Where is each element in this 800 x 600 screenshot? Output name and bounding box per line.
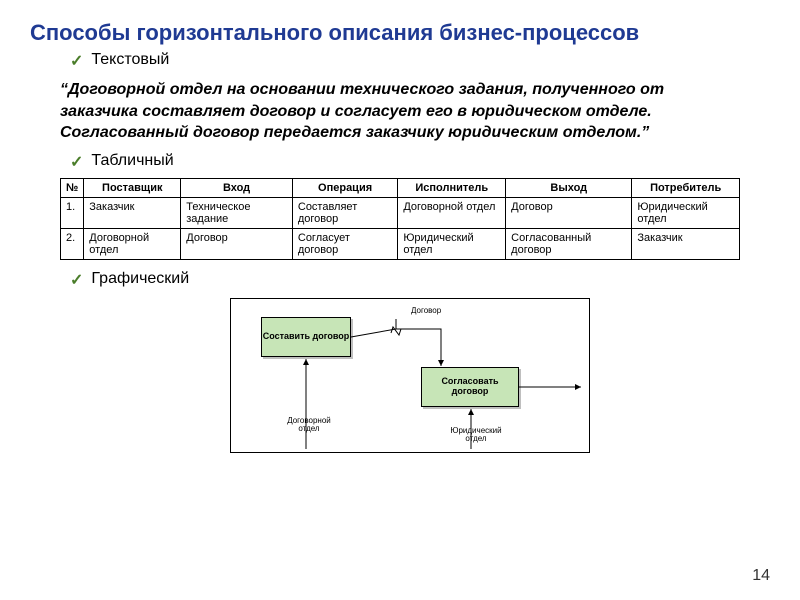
bullet-textual: ✓ Текстовый [70, 51, 770, 71]
cell: Договорной отдел [398, 198, 506, 229]
cell: Составляет договор [292, 198, 397, 229]
cell: Юридический отдел [398, 229, 506, 260]
table-row: 2. Договорной отдел Договор Согласует до… [61, 229, 740, 260]
table-row: 1. Заказчик Техническое задание Составля… [61, 198, 740, 229]
cell: Согласованный договор [506, 229, 632, 260]
diagram-node-2: Согласовать договор [421, 367, 519, 407]
cell: Юридический отдел [632, 198, 740, 229]
cell: Заказчик [84, 198, 181, 229]
bullet-graphic: ✓ Графический [70, 270, 770, 290]
bullet-label: Графический [91, 270, 189, 288]
col-operation: Операция [292, 179, 397, 198]
check-icon: ✓ [70, 51, 83, 71]
cell: 2. [61, 229, 84, 260]
col-consumer: Потребитель [632, 179, 740, 198]
col-executor: Исполнитель [398, 179, 506, 198]
cell: Согласует договор [292, 229, 397, 260]
process-table: № Поставщик Вход Операция Исполнитель Вы… [60, 178, 740, 260]
col-output: Выход [506, 179, 632, 198]
quote-description: “Договорной отдел на основании техническ… [60, 79, 740, 144]
cell: Техническое задание [181, 198, 293, 229]
cell: 1. [61, 198, 84, 229]
table-header-row: № Поставщик Вход Операция Исполнитель Вы… [61, 179, 740, 198]
label-yur-otdel: Юридический отдел [441, 427, 511, 444]
cell: Договорной отдел [84, 229, 181, 260]
bullet-tabular: ✓ Табличный [70, 152, 770, 172]
col-num: № [61, 179, 84, 198]
page-number: 14 [752, 567, 770, 585]
cell: Заказчик [632, 229, 740, 260]
label-dogovornoy-otdel: Договорной отдел [279, 417, 339, 434]
slide-title: Способы горизонтального описания бизнес-… [30, 20, 770, 45]
cell: Договор [181, 229, 293, 260]
label-dogovor: Договор [411, 307, 441, 315]
diagram-node-1: Составить договор [261, 317, 351, 357]
col-input: Вход [181, 179, 293, 198]
process-diagram: Составить договор Согласовать договор До… [230, 298, 590, 453]
bullet-label: Текстовый [91, 51, 169, 69]
bullet-label: Табличный [91, 152, 173, 170]
check-icon: ✓ [70, 152, 83, 172]
check-icon: ✓ [70, 270, 83, 290]
cell: Договор [506, 198, 632, 229]
col-supplier: Поставщик [84, 179, 181, 198]
